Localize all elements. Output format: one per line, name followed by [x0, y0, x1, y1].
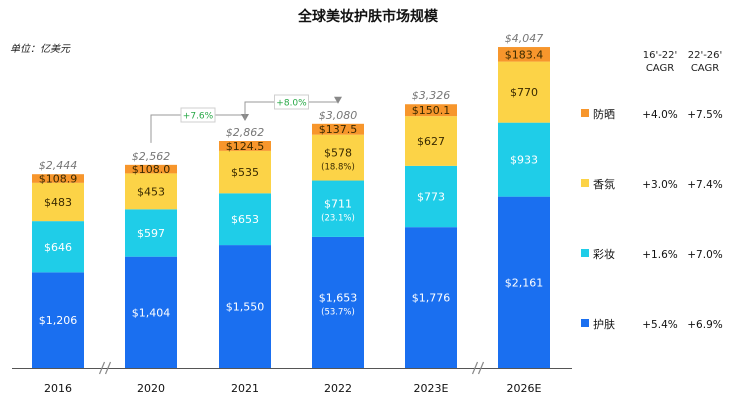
- bar-2021-防晒: [219, 141, 271, 151]
- cagr-彩妆-1: +1.6%: [642, 249, 677, 261]
- bar-2020-护肤: [125, 256, 177, 368]
- bar-2023E-香氛: [405, 116, 457, 166]
- total-2022: $3,080: [319, 109, 358, 122]
- bar-2026E-防晒: [498, 47, 550, 62]
- cagr-香氛-2: +7.4%: [687, 179, 722, 191]
- bar-2021-彩妆: [219, 193, 271, 246]
- label-2022-护肤: $1,653: [319, 291, 358, 304]
- bar-2023E-防晒: [405, 104, 457, 117]
- category-2016: 2016: [44, 382, 72, 395]
- label-2026E-彩妆: $933: [510, 154, 538, 167]
- category-2020: 2020: [137, 382, 165, 395]
- legend-swatch-彩妆: [581, 249, 589, 257]
- category-2021: 2021: [231, 382, 259, 395]
- label-2026E-防晒: $183.4: [505, 48, 544, 61]
- label-2020-护肤: $1,404: [132, 306, 171, 319]
- bar-2020-防晒: [125, 164, 177, 174]
- legend-swatch-防晒: [581, 109, 589, 117]
- bar-2021-香氛: [219, 150, 271, 194]
- label-2020-彩妆: $597: [137, 227, 165, 240]
- cagr-防晒-2: +7.5%: [687, 109, 722, 121]
- label-2023E-彩妆: $773: [417, 191, 445, 204]
- bar-2023E-彩妆: [405, 165, 457, 228]
- bar-2016-防晒: [32, 174, 84, 183]
- cagr-护肤-1: +5.4%: [642, 319, 677, 331]
- cagr-header-1: 16'-22': [643, 50, 678, 61]
- bar-2026E-护肤: [498, 196, 550, 368]
- bar-2016-护肤: [32, 272, 84, 368]
- legend-label-防晒: 防晒: [593, 107, 615, 121]
- share-2022-香氛: (18.8%): [321, 163, 355, 173]
- bar-2023E-护肤: [405, 227, 457, 368]
- bar-2022-彩妆: [312, 180, 364, 237]
- bar-2022-护肤: [312, 236, 364, 368]
- cagr-header-1: CAGR: [646, 63, 674, 74]
- axis-break-2023E: [471, 361, 485, 375]
- growth-label-2020-2021: +7.6%: [183, 112, 214, 122]
- cagr-header-2: 22'-26': [688, 50, 723, 61]
- bar-2021-护肤: [219, 245, 271, 368]
- label-2020-防晒: $108.0: [132, 163, 171, 176]
- label-2021-彩妆: $653: [231, 213, 259, 226]
- label-2023E-护肤: $1,776: [412, 292, 451, 305]
- label-2023E-防晒: $150.1: [412, 104, 451, 117]
- label-2016-防晒: $108.9: [39, 173, 78, 186]
- growth-label-2021-2022: +8.0%: [276, 99, 307, 109]
- bar-2020-彩妆: [125, 209, 177, 257]
- share-2022-彩妆: (23.1%): [321, 214, 355, 224]
- legend-label-香氛: 香氛: [593, 178, 615, 191]
- axis-break-2016: [98, 361, 112, 375]
- share-2022-护肤: (53.7%): [321, 307, 355, 317]
- legend-swatch-护肤: [581, 319, 589, 327]
- cagr-彩妆-2: +7.0%: [687, 249, 722, 261]
- legend-swatch-香氛: [581, 179, 589, 187]
- total-2023E: $3,326: [412, 89, 451, 102]
- label-2016-彩妆: $646: [44, 241, 72, 254]
- category-2022: 2022: [324, 382, 352, 395]
- bar-2016-彩妆: [32, 221, 84, 273]
- cagr-护肤-2: +6.9%: [687, 319, 722, 331]
- category-2023E: 2023E: [414, 382, 449, 395]
- total-2020: $2,562: [132, 150, 171, 163]
- total-2026E: $4,047: [505, 32, 544, 45]
- label-2026E-护肤: $2,161: [505, 276, 544, 289]
- label-2022-香氛: $578: [324, 147, 352, 160]
- legend-label-彩妆: 彩妆: [593, 248, 615, 261]
- bar-2022-香氛: [312, 134, 364, 181]
- total-2016: $2,444: [39, 159, 78, 172]
- cagr-header-2: CAGR: [691, 63, 719, 74]
- bar-2022-防晒: [312, 123, 364, 135]
- label-2022-彩妆: $711: [324, 198, 352, 211]
- label-2021-护肤: $1,550: [226, 301, 265, 314]
- cagr-香氛-1: +3.0%: [642, 179, 677, 191]
- unit-label: 单位：亿美元: [10, 44, 70, 55]
- cagr-防晒-1: +4.0%: [642, 109, 677, 121]
- label-2022-防晒: $137.5: [319, 123, 358, 136]
- label-2020-香氛: $453: [137, 185, 165, 198]
- label-2026E-香氛: $770: [510, 86, 538, 99]
- legend-label-护肤: 护肤: [593, 317, 615, 331]
- label-2016-护肤: $1,206: [39, 314, 78, 327]
- label-2023E-香氛: $627: [417, 135, 445, 148]
- label-2016-香氛: $483: [44, 196, 72, 209]
- label-2021-防晒: $124.5: [226, 140, 265, 153]
- bar-2026E-彩妆: [498, 122, 550, 197]
- chart-title: 全球美妆护肤市场规模: [298, 9, 438, 25]
- bar-2016-香氛: [32, 182, 84, 222]
- bar-2026E-香氛: [498, 61, 550, 123]
- growth-annotation-2021-2022: [244, 94, 342, 120]
- category-2026E: 2026E: [507, 382, 542, 395]
- label-2021-香氛: $535: [231, 166, 259, 179]
- total-2021: $2,862: [226, 126, 265, 139]
- bar-2020-香氛: [125, 173, 177, 210]
